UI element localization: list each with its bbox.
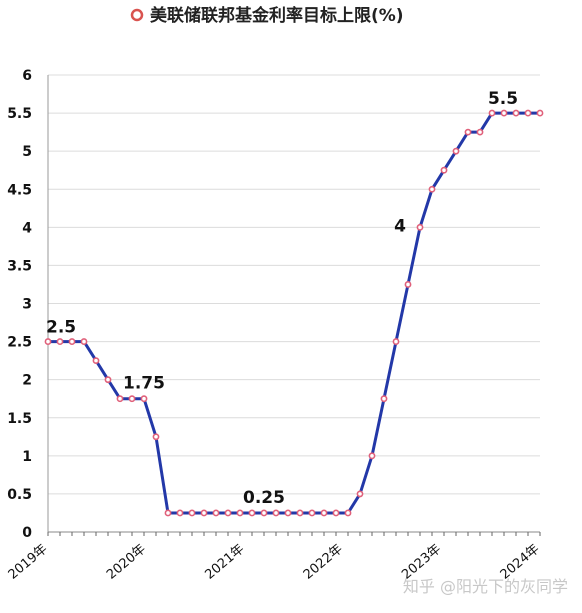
y-tick-label: 2 <box>22 373 32 389</box>
data-annotations: 2.5 1.75 0.25 4 5.5 <box>46 89 518 508</box>
x-tick-label: 2021年 <box>202 542 247 583</box>
y-tick-label: 1 <box>22 449 32 465</box>
data-point <box>320 509 328 517</box>
x-tick-label: 2020年 <box>104 542 149 583</box>
data-point <box>104 376 112 384</box>
chart-grid <box>48 74 540 533</box>
data-point <box>44 338 52 345</box>
y-tick-label: 0.5 <box>7 487 32 503</box>
data-point <box>368 452 376 460</box>
data-point <box>404 281 412 288</box>
data-point <box>164 509 172 517</box>
data-point <box>176 509 184 517</box>
data-point <box>200 509 208 517</box>
y-tick-label: 3.5 <box>7 258 32 274</box>
data-point <box>296 509 304 517</box>
data-point <box>308 509 316 517</box>
data-point <box>188 509 196 517</box>
watermark: 知乎 @阳光下的灰同学 <box>402 577 568 596</box>
chart-legend: 美联储联邦基金利率目标上限(%) <box>130 5 404 26</box>
data-point <box>392 338 400 345</box>
data-point <box>464 128 472 136</box>
data-label: 4 <box>394 216 406 236</box>
y-tick-label: 5.5 <box>7 106 32 122</box>
data-point <box>344 509 352 517</box>
y-tick-label: 4.5 <box>7 182 32 198</box>
data-label: 2.5 <box>46 318 76 338</box>
data-point <box>428 185 436 193</box>
data-point <box>56 338 64 345</box>
rate-line <box>48 111 540 515</box>
data-point <box>152 433 160 441</box>
data-point <box>380 395 388 403</box>
data-point <box>356 490 364 498</box>
data-point <box>536 109 544 117</box>
data-label: 5.5 <box>488 89 518 109</box>
x-tick-label: 2019年 <box>6 542 51 583</box>
y-axis: 0 0.5 1 1.5 2 2.5 3 3.5 4 4.5 5 5.5 6 <box>7 68 49 541</box>
x-tick-label: 2022年 <box>301 542 346 583</box>
data-point <box>260 509 268 517</box>
data-point <box>440 166 448 174</box>
chart-title: 美联储联邦基金利率目标上限(%) <box>150 5 404 26</box>
rate-series <box>44 109 544 517</box>
data-point <box>224 509 232 517</box>
data-point <box>476 128 484 136</box>
data-label: 1.75 <box>123 374 165 394</box>
data-label: 0.25 <box>243 488 285 508</box>
data-point <box>488 109 496 117</box>
legend-marker-icon <box>130 8 144 22</box>
y-tick-label: 3 <box>22 297 32 313</box>
y-tick-label: 5 <box>22 144 32 160</box>
data-point <box>524 109 532 117</box>
data-point <box>140 395 148 403</box>
data-point <box>416 223 424 231</box>
data-point <box>452 147 460 155</box>
y-tick-label: 0 <box>22 525 32 541</box>
data-point <box>80 338 88 345</box>
data-point <box>68 338 76 345</box>
y-tick-label: 2.5 <box>7 335 32 351</box>
data-point <box>500 109 508 117</box>
y-tick-label: 4 <box>22 220 32 236</box>
y-tick-label: 1.5 <box>7 411 32 427</box>
data-point <box>332 509 340 517</box>
data-point <box>212 509 220 517</box>
data-point <box>116 395 124 403</box>
data-point <box>284 509 292 517</box>
data-point <box>236 509 244 517</box>
data-point <box>92 357 100 365</box>
data-point <box>248 509 256 517</box>
y-tick-label: 6 <box>22 68 32 84</box>
data-point <box>512 109 520 117</box>
data-point <box>128 395 136 403</box>
data-point <box>272 509 280 517</box>
